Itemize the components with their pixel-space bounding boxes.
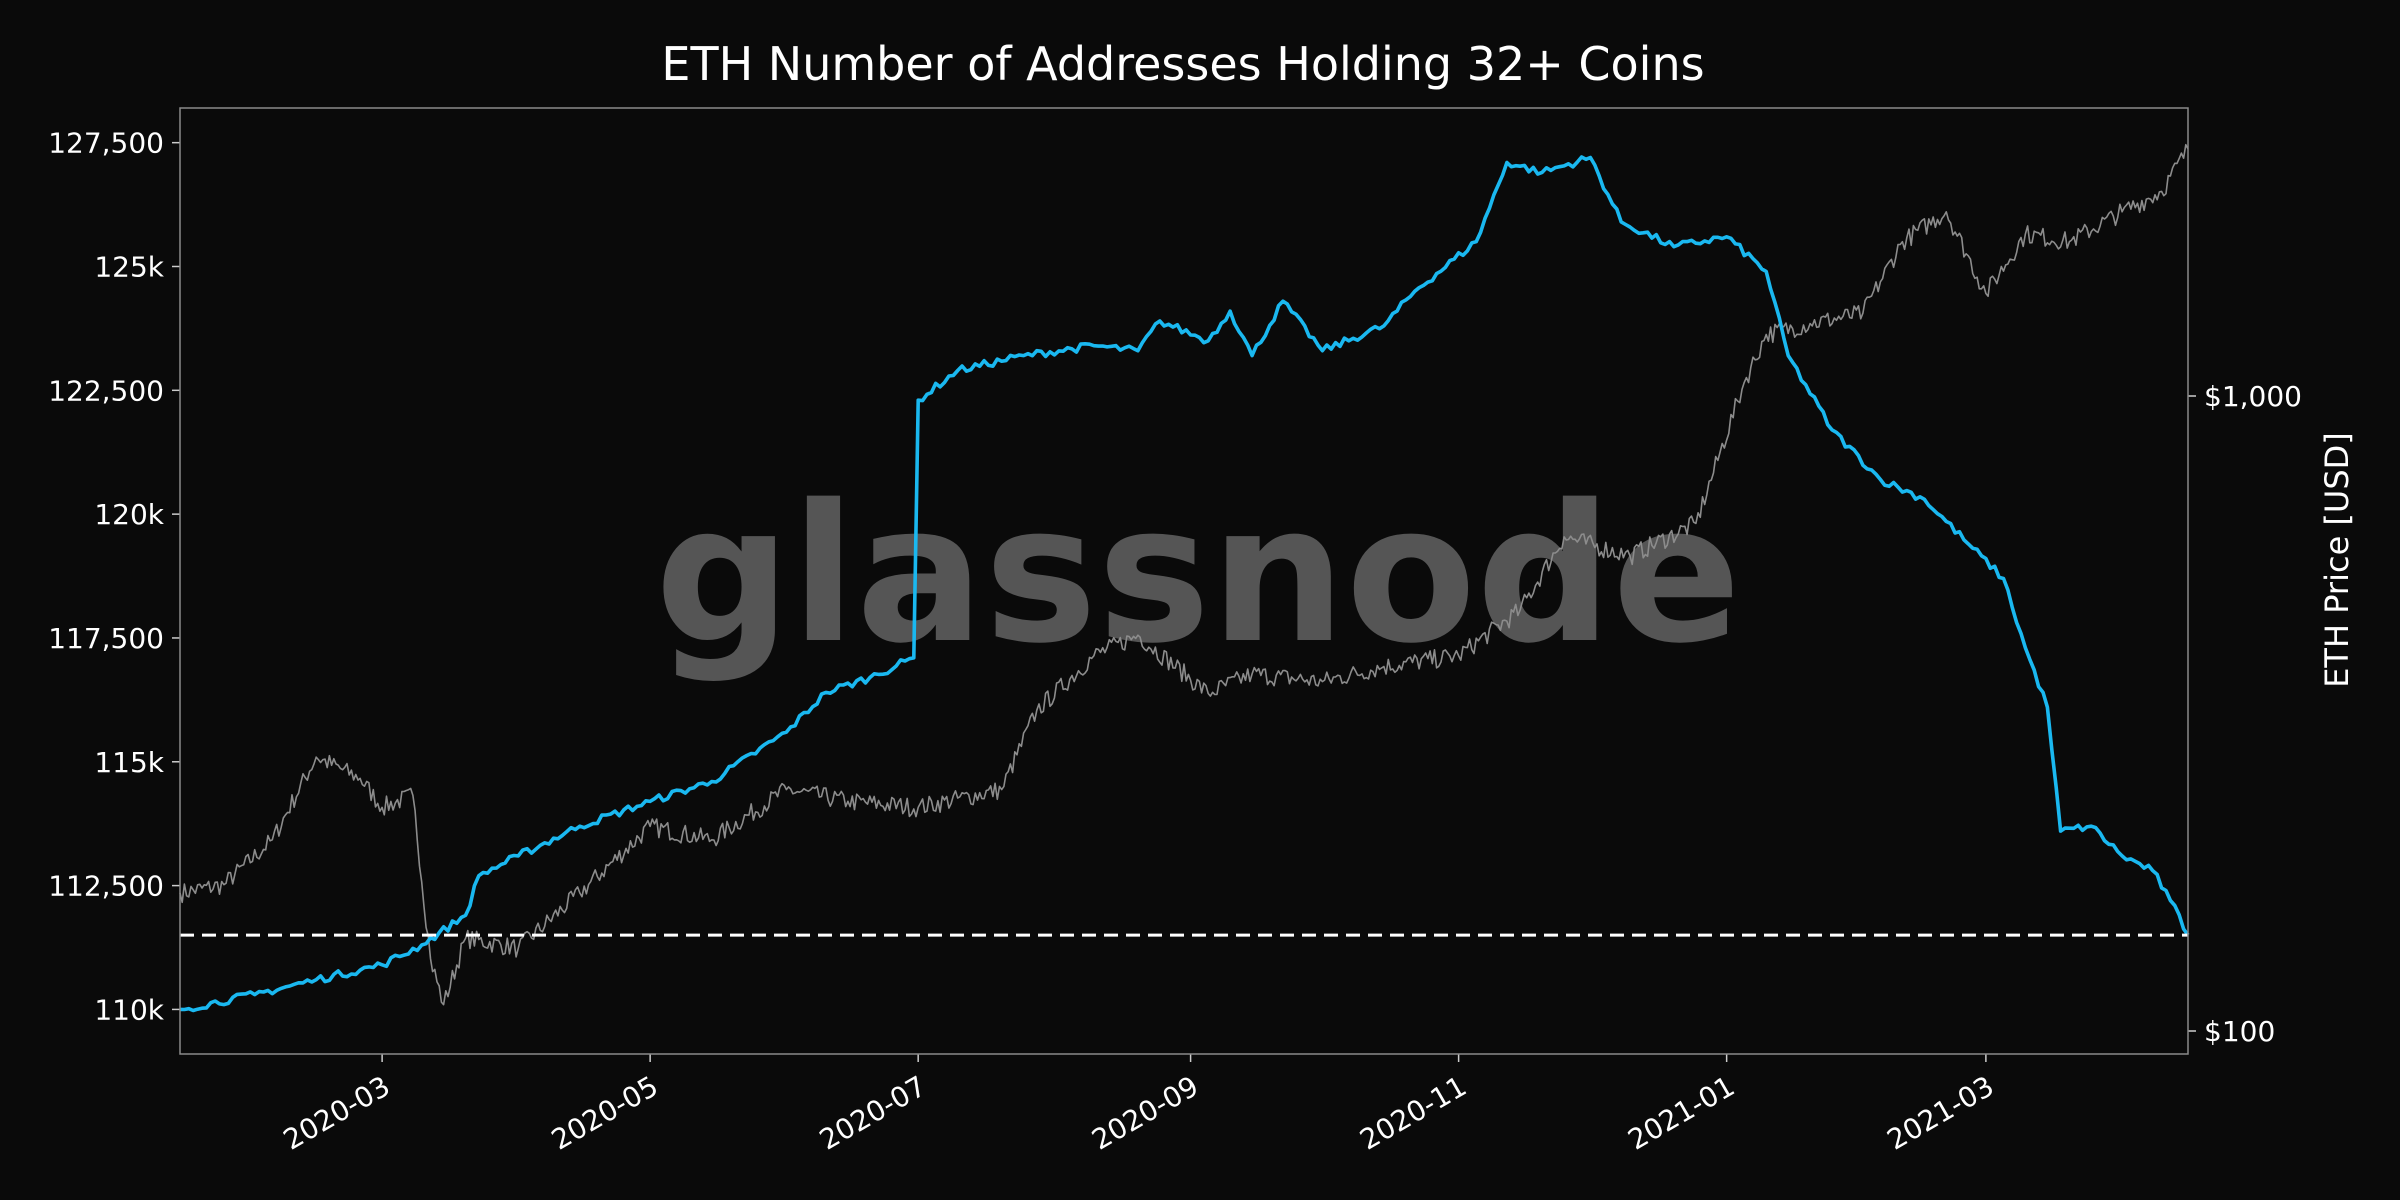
y-right-axis-label: ETH Price [USD] — [2318, 432, 2356, 688]
y-left-tick-label: 115k — [94, 746, 164, 779]
series-layer — [179, 143, 2190, 1013]
y-left-tick-label: 122,500 — [48, 374, 164, 407]
y-left-tick-label: 112,500 — [48, 870, 164, 903]
y-left-tick-label: 120k — [94, 498, 164, 531]
y-right-tick-label: $100 — [2204, 1015, 2275, 1048]
y-left-tick-label: 125k — [94, 250, 164, 283]
y-left-tick-label: 127,500 — [48, 127, 164, 160]
watermark: glassnode — [655, 464, 1741, 685]
addresses-line — [179, 155, 2190, 1013]
plot-frame — [179, 107, 2189, 1055]
y-left-tick-label: 110k — [94, 993, 164, 1026]
eth-price-line — [179, 143, 2189, 1006]
y-right-tick-label: $1,000 — [2204, 380, 2302, 413]
chart-title: ETH Number of Addresses Holding 32+ Coin… — [661, 37, 1704, 91]
y-left-tick-label: 117,500 — [48, 622, 164, 655]
